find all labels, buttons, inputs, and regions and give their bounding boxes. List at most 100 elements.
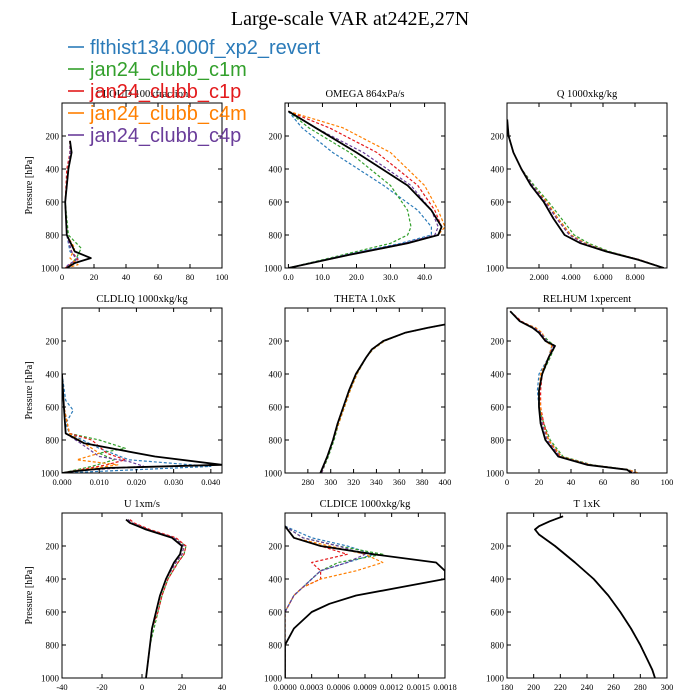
legend-entry: jan24_clubb_c4m	[68, 103, 247, 125]
x-tick-label: 100	[216, 272, 229, 282]
series-line-1	[321, 323, 445, 473]
x-tick-label: -40	[56, 682, 67, 692]
panel-title: THETA 1.0xK	[334, 294, 396, 305]
series-group	[319, 323, 445, 473]
x-tick-label: 300	[324, 477, 337, 487]
y-tick-label: 1000	[486, 264, 505, 274]
x-tick-label: 40	[567, 477, 576, 487]
y-tick-label: 400	[491, 370, 505, 380]
y-tick-label: 800	[491, 436, 505, 446]
series-line-5	[127, 519, 185, 678]
y-tick-label: 800	[269, 641, 283, 651]
plot-frame	[506, 307, 668, 474]
x-tick-label: 0.0006	[327, 682, 350, 692]
x-tick-label: 20	[90, 272, 99, 282]
y-tick-label: 200	[46, 337, 60, 347]
series-line-4	[127, 519, 185, 678]
panel-title: CLOUD 100xfraction	[96, 89, 189, 100]
y-tick-label: 200	[46, 542, 60, 552]
y-tick-label: 400	[46, 165, 60, 175]
series-line-0	[125, 518, 183, 678]
plot-frame	[61, 102, 223, 269]
x-tick-label: 0.0012	[380, 682, 403, 692]
series-line-3	[534, 515, 656, 678]
legend-entry: jan24_clubb_c1m	[68, 59, 247, 81]
series-line-5	[285, 525, 366, 678]
x-tick-label: 6.000	[593, 272, 612, 282]
y-tick-label: 1000	[41, 674, 60, 684]
x-tick-label: 20	[178, 682, 187, 692]
y-tick-label: 200	[269, 337, 283, 347]
y-tick-label: 1000	[41, 264, 60, 274]
x-tick-label: 80	[631, 477, 640, 487]
x-tick-label: 360	[393, 477, 406, 487]
y-tick-label: 400	[269, 165, 283, 175]
x-tick-label: 40	[122, 272, 131, 282]
legend-label: flthist134.000f_xp2_revert	[90, 37, 321, 59]
y-tick-label: 800	[269, 436, 283, 446]
x-tick-label: 60	[599, 477, 608, 487]
x-tick-label: 180	[501, 682, 514, 692]
y-tick-label: 800	[269, 231, 283, 241]
series-line-4	[62, 373, 119, 473]
y-tick-label: 400	[269, 575, 283, 585]
series-line-5	[509, 310, 636, 473]
series-group	[287, 110, 445, 268]
panel-4: THETA 1.0xK 200 400 600 800 1000 280 300 320 340 3…	[264, 294, 451, 487]
x-tick-label: 40.0	[417, 272, 432, 282]
y-tick-label: 600	[491, 198, 505, 208]
series-line-1	[509, 310, 636, 473]
series-line-4	[285, 525, 384, 678]
y-axis-label: Pressure [hPa]	[24, 361, 35, 419]
series-group	[62, 373, 222, 473]
panel-title: OMEGA 864xPa/s	[325, 89, 404, 100]
x-tick-label: 0	[505, 477, 509, 487]
legend: flthist134.000f_xp2_revertjan24_clubb_c1…	[68, 37, 321, 147]
x-tick-label: 0	[60, 272, 64, 282]
x-tick-label: 20	[535, 477, 544, 487]
y-tick-label: 600	[269, 608, 283, 618]
panel-3: CLDLIQ 1000xkg/kg Pressure [hPa] 200 400 600…	[24, 294, 223, 487]
x-tick-label: 280	[634, 682, 647, 692]
x-tick-label: 100	[661, 477, 674, 487]
series-line-2	[321, 323, 445, 473]
y-axis-label: Pressure [hPa]	[24, 566, 35, 624]
series-line-1	[127, 519, 185, 678]
series-line-4	[509, 310, 639, 473]
y-tick-label: 200	[269, 542, 283, 552]
series-group	[285, 525, 445, 678]
y-tick-label: 200	[491, 542, 505, 552]
x-tick-label: 2.000	[529, 272, 548, 282]
series-line-5	[321, 323, 445, 473]
x-tick-label: 60	[154, 272, 163, 282]
y-tick-label: 600	[46, 198, 60, 208]
x-tick-label: 8.000	[625, 272, 644, 282]
y-tick-label: 400	[491, 575, 505, 585]
y-tick-label: 200	[46, 132, 60, 142]
series-line-2	[509, 310, 636, 473]
y-tick-label: 600	[491, 608, 505, 618]
x-tick-label: 0.0003	[300, 682, 323, 692]
series-line-4	[288, 110, 445, 268]
legend-label: jan24_clubb_c4p	[89, 125, 241, 147]
series-line-0	[287, 110, 443, 268]
series-line-4	[64, 140, 79, 268]
series-line-1	[64, 140, 79, 268]
series-line-0	[509, 310, 633, 473]
y-tick-label: 1000	[264, 264, 283, 274]
legend-entry: jan24_clubb_c4p	[68, 125, 241, 147]
plot-frame	[284, 102, 446, 269]
series-line-4	[534, 515, 656, 678]
y-tick-label: 200	[491, 132, 505, 142]
y-tick-label: 200	[491, 337, 505, 347]
x-tick-label: 20.0	[349, 272, 364, 282]
x-tick-label: 0.0009	[353, 682, 376, 692]
x-tick-label: 0.020	[127, 477, 146, 487]
plot-frame	[506, 512, 668, 679]
y-tick-label: 1000	[264, 469, 283, 479]
series-line-0	[319, 323, 445, 473]
series-line-0	[534, 515, 656, 678]
y-tick-label: 600	[269, 198, 283, 208]
